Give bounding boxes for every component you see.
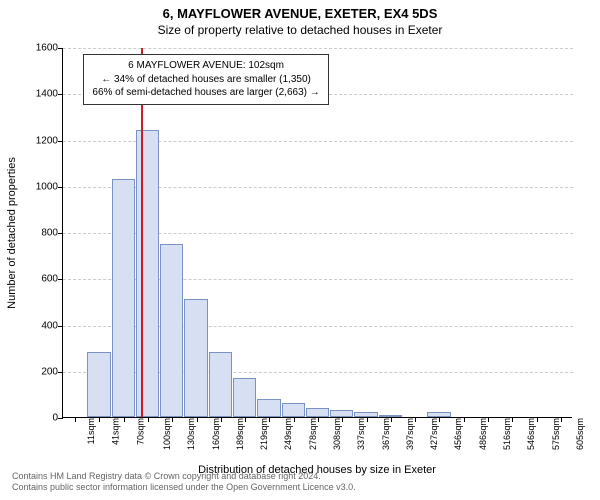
x-tick-mark [367,417,368,422]
y-tick-mark [58,94,63,95]
x-tick-label: 367sqm [381,418,391,450]
y-tick-mark [58,233,63,234]
x-tick-mark [391,417,392,422]
x-tick-mark [124,417,125,422]
x-tick-mark [488,417,489,422]
x-tick-label: 575sqm [551,418,561,450]
x-tick-mark [342,417,343,422]
y-tick-mark [58,326,63,327]
histogram-bar [233,378,256,417]
x-tick-label: 427sqm [429,418,439,450]
x-tick-label: 41sqm [111,418,121,445]
y-tick-label: 1000 [18,181,58,192]
y-tick-label: 800 [18,228,58,239]
x-tick-mark [294,417,295,422]
plot-region: 0200400600800100012001400160011sqm41sqm7… [62,48,572,418]
x-tick-mark [197,417,198,422]
y-tick-label: 1200 [18,135,58,146]
x-tick-mark [561,417,562,422]
x-tick-mark [221,417,222,422]
x-tick-mark [415,417,416,422]
x-tick-label: 278sqm [308,418,318,450]
x-tick-label: 516sqm [502,418,512,450]
x-tick-label: 189sqm [235,418,245,450]
x-tick-label: 308sqm [332,418,342,450]
y-tick-label: 200 [18,366,58,377]
histogram-bar [136,130,159,417]
gridline [63,48,573,49]
annotation-line: ← 34% of detached houses are smaller (1,… [92,73,319,87]
histogram-bar [209,352,232,417]
x-tick-mark [439,417,440,422]
y-tick-mark [58,187,63,188]
histogram-bar [184,299,207,417]
x-tick-mark [148,417,149,422]
footer-attribution: Contains HM Land Registry data © Crown c… [12,471,356,494]
x-tick-label: 219sqm [259,418,269,450]
chart-area: 0200400600800100012001400160011sqm41sqm7… [62,48,572,418]
x-tick-mark [172,417,173,422]
y-tick-label: 1400 [18,89,58,100]
x-tick-label: 160sqm [211,418,221,450]
y-tick-mark [58,279,63,280]
x-tick-mark [75,417,76,422]
y-tick-label: 400 [18,320,58,331]
x-tick-mark [99,417,100,422]
y-tick-label: 600 [18,274,58,285]
x-tick-label: 11sqm [86,418,96,444]
histogram-bar [282,403,305,417]
y-axis-label: Number of detached properties [6,157,18,309]
x-tick-label: 605sqm [575,418,585,450]
histogram-bar [306,408,329,417]
x-tick-mark [512,417,513,422]
x-tick-mark [537,417,538,422]
x-tick-label: 130sqm [186,418,196,450]
x-tick-label: 546sqm [526,418,536,450]
footer-line-2: Contains public sector information licen… [12,482,356,494]
title-main: 6, MAYFLOWER AVENUE, EXETER, EX4 5DS [0,0,600,21]
histogram-bar [112,179,135,417]
footer-line-1: Contains HM Land Registry data © Crown c… [12,471,356,483]
histogram-bar [330,410,353,417]
x-tick-label: 249sqm [283,418,293,450]
x-tick-label: 70sqm [135,418,145,445]
y-tick-label: 1600 [18,43,58,54]
title-sub: Size of property relative to detached ho… [0,21,600,37]
x-tick-label: 397sqm [405,418,415,450]
annotation-line: 6 MAYFLOWER AVENUE: 102sqm [92,59,319,73]
histogram-bar [257,399,280,418]
y-tick-mark [58,141,63,142]
y-tick-mark [58,48,63,49]
x-tick-mark [245,417,246,422]
chart-container: 6, MAYFLOWER AVENUE, EXETER, EX4 5DS Siz… [0,0,600,500]
x-tick-label: 337sqm [356,418,366,450]
histogram-bar [87,352,110,417]
annotation-box: 6 MAYFLOWER AVENUE: 102sqm← 34% of detac… [83,54,328,105]
x-tick-label: 100sqm [162,418,172,450]
annotation-line: 66% of semi-detached houses are larger (… [92,86,319,100]
x-tick-mark [464,417,465,422]
x-tick-mark [269,417,270,422]
x-tick-mark [318,417,319,422]
y-tick-mark [58,372,63,373]
y-tick-label: 0 [18,413,58,424]
x-tick-label: 486sqm [478,418,488,450]
y-tick-mark [58,418,63,419]
x-tick-label: 456sqm [453,418,463,450]
histogram-bar [160,244,183,417]
